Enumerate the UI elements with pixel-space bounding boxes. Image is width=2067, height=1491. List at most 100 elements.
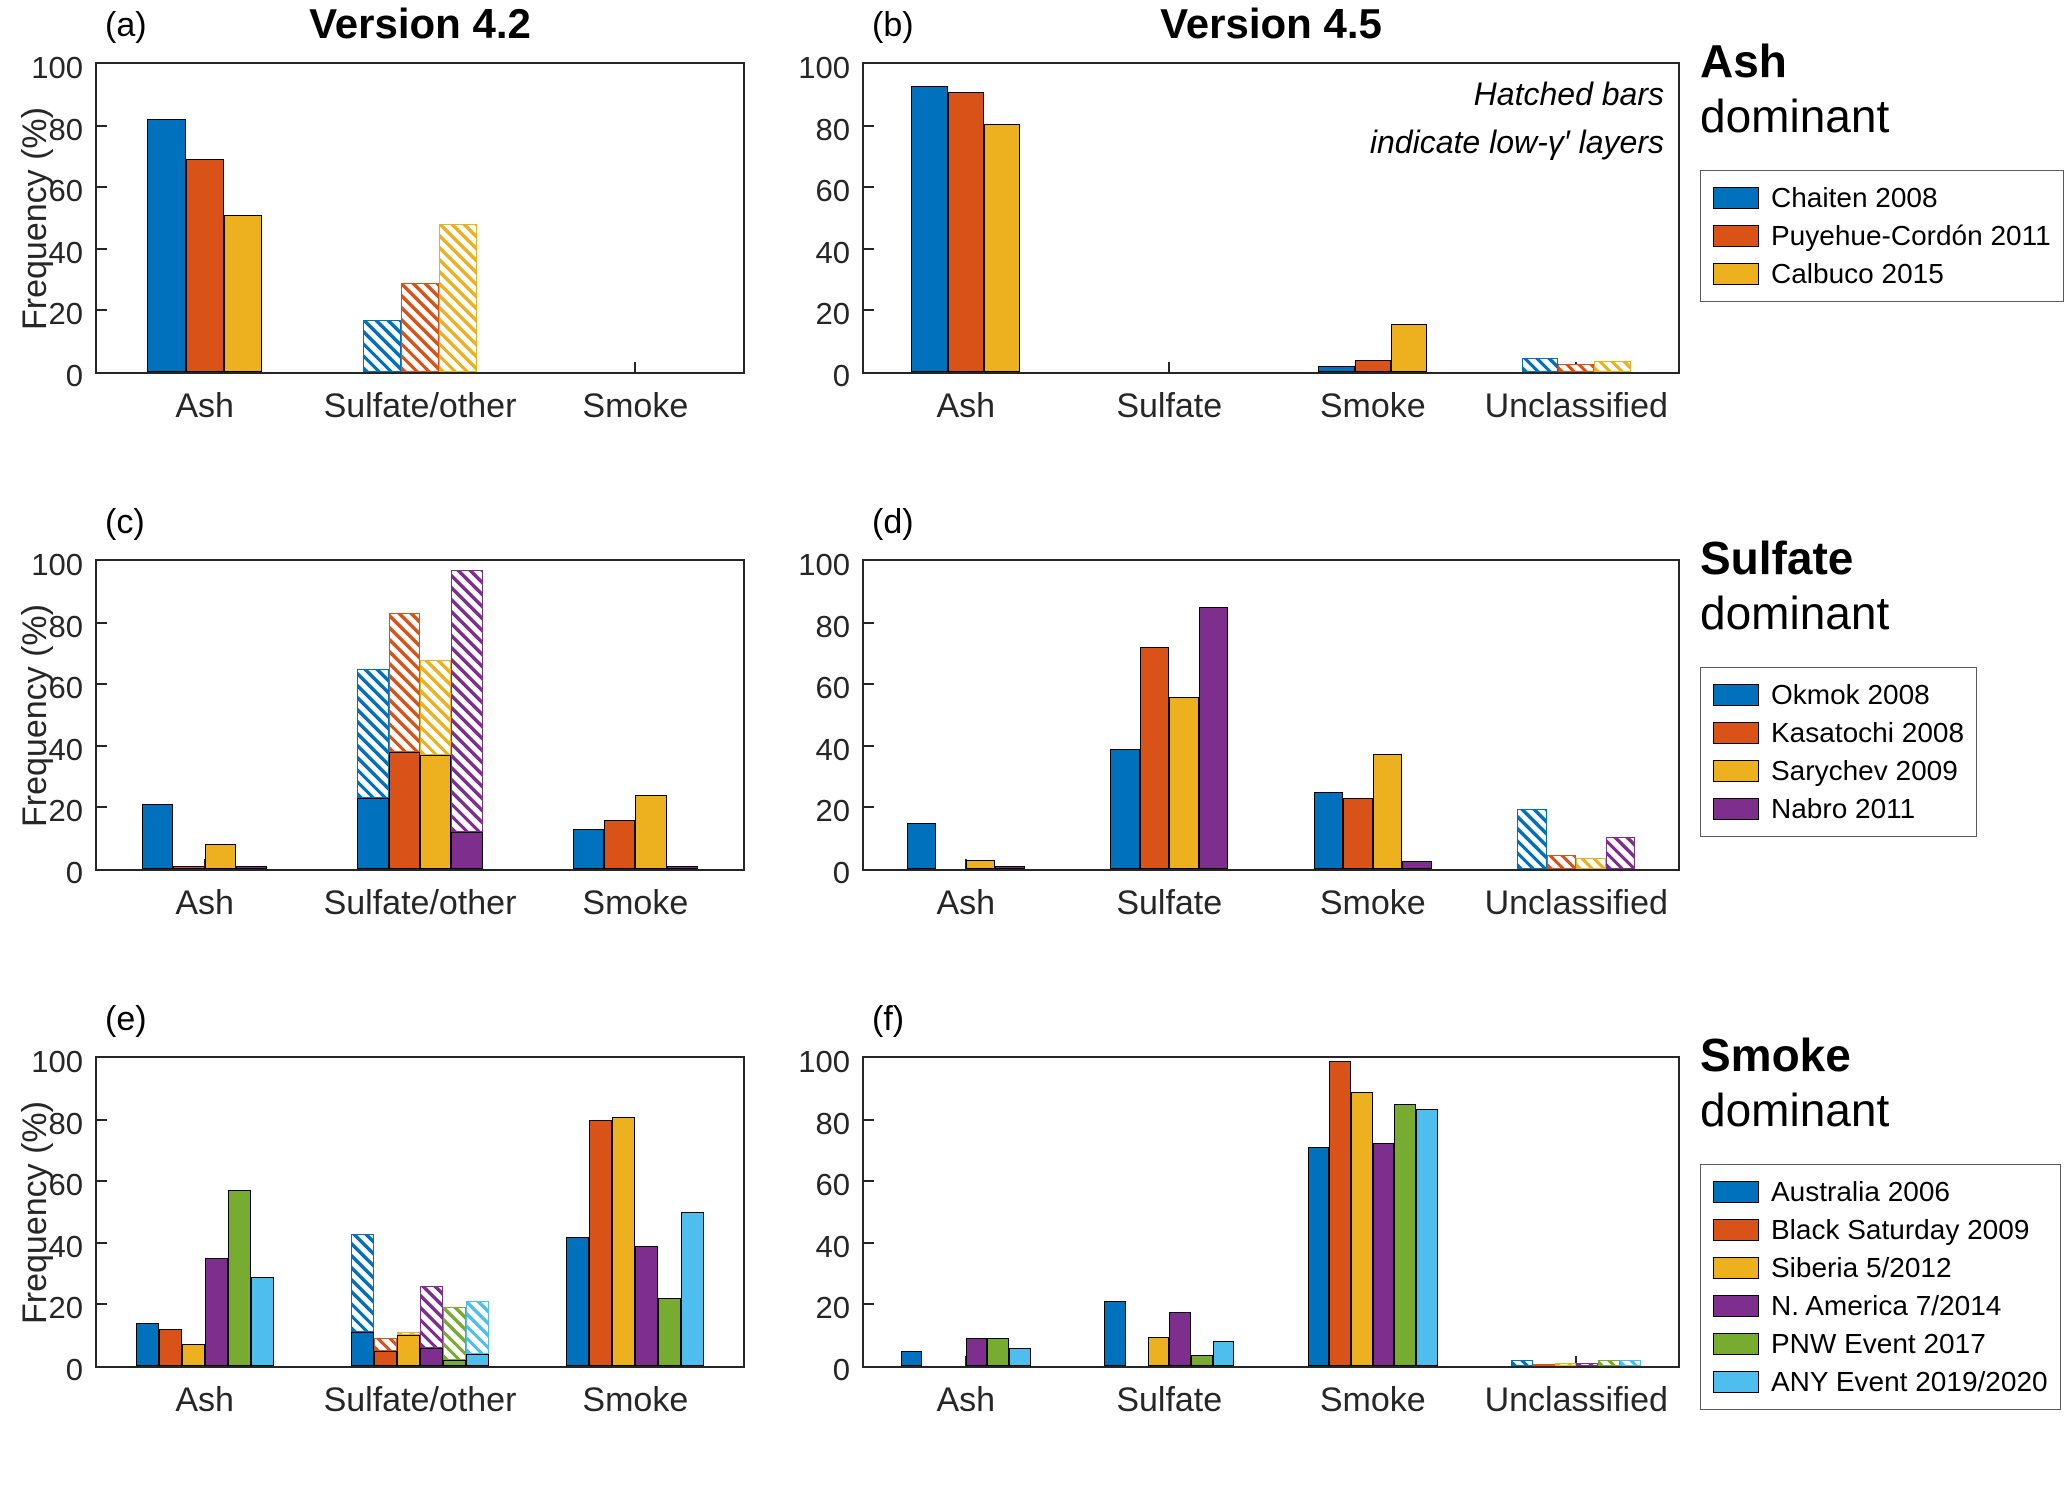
legend-label: Kasatochi 2008 (1771, 717, 1965, 749)
bar-solid (995, 865, 1025, 869)
panel-tag-e: (e) (105, 1000, 147, 1038)
x-tick-mark (634, 362, 637, 372)
y-tick-label: 0 (832, 1352, 850, 1387)
bar-solid (181, 1344, 205, 1366)
bar-solid (397, 1335, 420, 1366)
y-tick-mark (97, 124, 107, 127)
y-tick-mark (864, 683, 874, 686)
bar-solid (235, 865, 268, 869)
column-title-version-42: Version 4.2 (309, 0, 531, 47)
y-tick-label: 40 (815, 1228, 850, 1264)
panel-a-plot: 0 20 40 60 80 100 Ash Sulfate/other Smoke (31, 50, 745, 425)
y-tick-mark (864, 1241, 874, 1244)
y-tick-mark (864, 186, 874, 189)
bar-solid (589, 1119, 613, 1366)
y-tick-mark (864, 124, 874, 127)
panel-tag-d: (d) (872, 503, 914, 541)
legend-swatch (1713, 225, 1759, 248)
y-tick-mark (864, 744, 874, 747)
y-tick-label: 60 (48, 670, 83, 706)
bar-solid (227, 1190, 251, 1366)
legend-item: ANY Event 2019/2020 (1713, 1363, 2048, 1401)
y-tick-mark (97, 1118, 107, 1121)
y-tick-label: 60 (815, 1167, 850, 1203)
bar-solid (158, 1329, 182, 1366)
y-tick-label: 40 (815, 234, 850, 270)
bar-solid (1198, 607, 1229, 869)
bar-solid (1313, 792, 1344, 869)
y-tick-label: 0 (832, 358, 850, 393)
bar-solid (142, 804, 174, 869)
legend-swatch (1713, 1181, 1759, 1204)
legend-item: N. America 7/2014 (1713, 1287, 2048, 1325)
bar-hatched (1521, 358, 1559, 372)
legend-swatch (1713, 760, 1759, 783)
y-tick-label: 40 (48, 731, 83, 767)
bar-solid (681, 1212, 705, 1366)
y-tick-mark (864, 247, 874, 250)
bar-hatched (1597, 1359, 1620, 1366)
row-sulfate-dominant: Frequency (%) (c) 0 20 40 60 80 100 Ash Sulfate… (0, 497, 2067, 994)
row-title-rest: dominant (1700, 90, 1890, 143)
panel-b-plot: 0 20 40 60 80 100 Ash Sulfate Smoke Unclassified H… (798, 50, 1680, 425)
bar-solid (1372, 1142, 1395, 1366)
legend-label: N. America 7/2014 (1771, 1290, 2002, 1322)
row-title-rest: dominant (1700, 1084, 1890, 1137)
bar-solid (1329, 1061, 1352, 1366)
legend-item: Nabro 2011 (1713, 790, 1964, 828)
bar-solid (388, 751, 420, 869)
legend-label: Nabro 2011 (1771, 793, 1916, 825)
bar-solid (965, 859, 996, 869)
bar-solid (351, 1332, 375, 1366)
x-tick-mark (1575, 1356, 1578, 1366)
row-ash-dominant: Frequency (%) (a) Version 4.2 0 20 40 60 80 1… (0, 0, 2067, 497)
x-category-label: Sulfate (1116, 387, 1223, 425)
bar-hatched (1594, 361, 1631, 372)
bar-hatched (397, 1332, 420, 1336)
y-tick-label: 60 (48, 173, 83, 209)
legend-item: Australia 2006 (1713, 1173, 2048, 1211)
y-tick-label: 100 (798, 50, 850, 85)
x-category-label: Smoke (582, 1381, 689, 1419)
bar-solid (442, 1359, 466, 1366)
y-tick-label: 60 (48, 1167, 83, 1203)
y-tick-label: 20 (48, 296, 83, 332)
bar-hatched (357, 668, 389, 799)
bar-hatched (442, 1307, 466, 1360)
bar-hatched (1532, 1364, 1555, 1366)
hatched-bars-annotation: Hatched bars indicate low-γ′ layers (1369, 76, 1664, 160)
side-smoke: Smoke dominant Australia 2006 Black Saturd… (1700, 994, 2061, 1491)
bar-solid (420, 1347, 443, 1366)
x-category-label: Sulfate (1116, 1381, 1223, 1419)
y-tick-mark (97, 1303, 107, 1306)
bar-solid (185, 159, 224, 372)
y-tick-label: 80 (815, 1105, 850, 1141)
y-tick-label: 40 (48, 1228, 83, 1264)
legend-item: Calbuco 2015 (1713, 255, 2051, 293)
bar-hatched (388, 613, 420, 752)
row-title-bold: Smoke (1700, 1029, 1851, 1081)
bar-solid (420, 755, 452, 869)
x-category-label: Ash (936, 387, 996, 425)
bar-solid (900, 1350, 923, 1366)
legend-swatch (1713, 1371, 1759, 1394)
y-tick-mark (864, 309, 874, 312)
legend-smoke: Australia 2006 Black Saturday 2009 Siberia… (1700, 1164, 2061, 1411)
bar-solid (451, 832, 483, 869)
row-title-rest: dominant (1700, 587, 1890, 640)
y-tick-label: 80 (48, 608, 83, 644)
x-category-label: Sulfate/other (323, 387, 517, 425)
bar-solid (1351, 1091, 1373, 1366)
panel-tag-a: (a) (105, 6, 147, 44)
bar-solid (1190, 1355, 1213, 1366)
bar-solid (135, 1322, 159, 1366)
y-tick-label: 0 (65, 358, 83, 393)
bar-solid (1318, 365, 1355, 372)
y-tick-mark (97, 1241, 107, 1244)
x-category-label: Ash (175, 884, 234, 922)
bar-solid (1147, 1336, 1170, 1366)
x-category-label: Ash (936, 884, 996, 922)
bar-solid (1343, 798, 1373, 869)
bar-hatched (1576, 1362, 1598, 1366)
y-tick-label: 80 (815, 608, 850, 644)
